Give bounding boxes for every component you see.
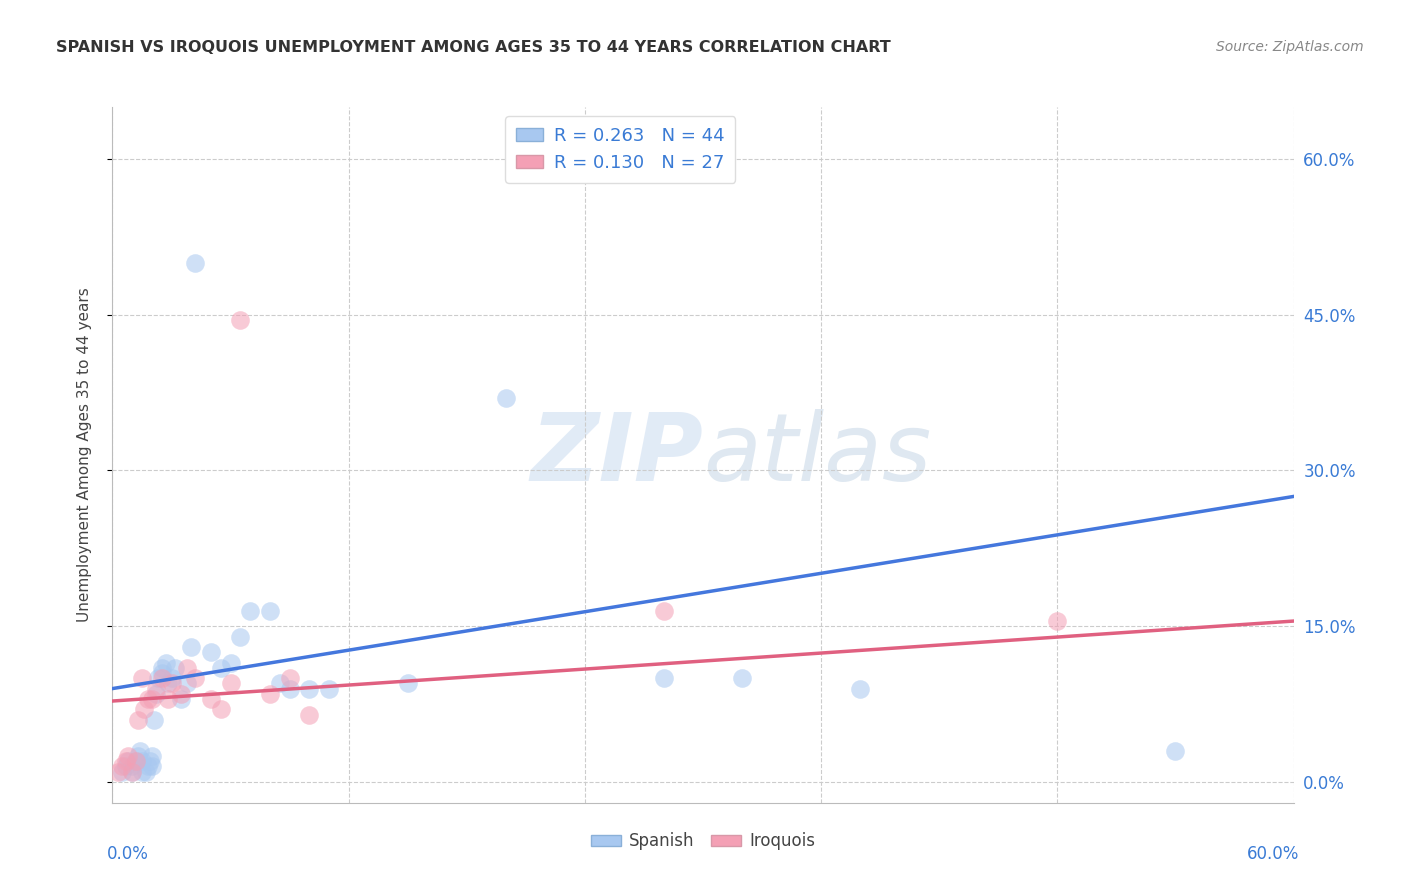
Point xyxy=(156,676,179,690)
Point xyxy=(150,661,173,675)
Point xyxy=(131,754,153,768)
Point xyxy=(278,671,301,685)
Point xyxy=(259,604,281,618)
Point xyxy=(125,754,148,768)
Point xyxy=(121,764,143,779)
Point xyxy=(139,754,162,768)
Point xyxy=(141,749,163,764)
Point xyxy=(200,645,222,659)
Point xyxy=(318,681,340,696)
Point xyxy=(239,604,262,618)
Point xyxy=(132,702,155,716)
Point xyxy=(160,676,183,690)
Point xyxy=(219,676,242,690)
Point xyxy=(117,749,139,764)
Point xyxy=(176,676,198,690)
Point xyxy=(115,754,138,768)
Point xyxy=(170,692,193,706)
Point xyxy=(135,764,157,779)
Point xyxy=(136,692,159,706)
Point xyxy=(160,671,183,685)
Point xyxy=(111,764,134,779)
Point xyxy=(1164,744,1187,758)
Point xyxy=(209,661,232,675)
Point xyxy=(731,671,754,685)
Point xyxy=(269,676,291,690)
Point xyxy=(219,656,242,670)
Legend: Spanish, Iroquois: Spanish, Iroquois xyxy=(583,826,823,857)
Point xyxy=(115,759,138,773)
Point xyxy=(495,391,517,405)
Point xyxy=(184,256,207,270)
Point xyxy=(125,754,148,768)
Point xyxy=(141,759,163,773)
Point xyxy=(278,681,301,696)
Point xyxy=(150,671,173,685)
Point xyxy=(298,681,321,696)
Point xyxy=(127,713,149,727)
Point xyxy=(184,671,207,685)
Point xyxy=(259,687,281,701)
Text: Source: ZipAtlas.com: Source: ZipAtlas.com xyxy=(1216,40,1364,54)
Point xyxy=(145,681,167,696)
Point xyxy=(131,671,153,685)
Text: 60.0%: 60.0% xyxy=(1247,845,1299,863)
Point xyxy=(180,640,202,654)
Point xyxy=(165,661,187,675)
Point xyxy=(652,671,675,685)
Text: ZIP: ZIP xyxy=(530,409,703,501)
Point xyxy=(155,656,177,670)
Point xyxy=(136,759,159,773)
Point xyxy=(129,744,152,758)
Point xyxy=(145,687,167,701)
Y-axis label: Unemployment Among Ages 35 to 44 years: Unemployment Among Ages 35 to 44 years xyxy=(77,287,91,623)
Point xyxy=(229,313,252,327)
Point xyxy=(121,759,143,773)
Point xyxy=(142,713,165,727)
Point xyxy=(117,754,139,768)
Point xyxy=(298,707,321,722)
Text: SPANISH VS IROQUOIS UNEMPLOYMENT AMONG AGES 35 TO 44 YEARS CORRELATION CHART: SPANISH VS IROQUOIS UNEMPLOYMENT AMONG A… xyxy=(56,40,891,55)
Point xyxy=(170,687,193,701)
Point xyxy=(652,604,675,618)
Point xyxy=(141,692,163,706)
Point xyxy=(156,692,179,706)
Point xyxy=(121,764,143,779)
Point xyxy=(396,676,419,690)
Text: atlas: atlas xyxy=(703,409,931,500)
Point xyxy=(107,764,129,779)
Point xyxy=(111,759,134,773)
Point xyxy=(1046,614,1069,628)
Point xyxy=(176,661,198,675)
Point xyxy=(200,692,222,706)
Point xyxy=(150,665,173,680)
Text: 0.0%: 0.0% xyxy=(107,845,149,863)
Point xyxy=(209,702,232,716)
Point xyxy=(229,630,252,644)
Point xyxy=(127,749,149,764)
Point xyxy=(146,671,169,685)
Point xyxy=(849,681,872,696)
Point xyxy=(131,764,153,779)
